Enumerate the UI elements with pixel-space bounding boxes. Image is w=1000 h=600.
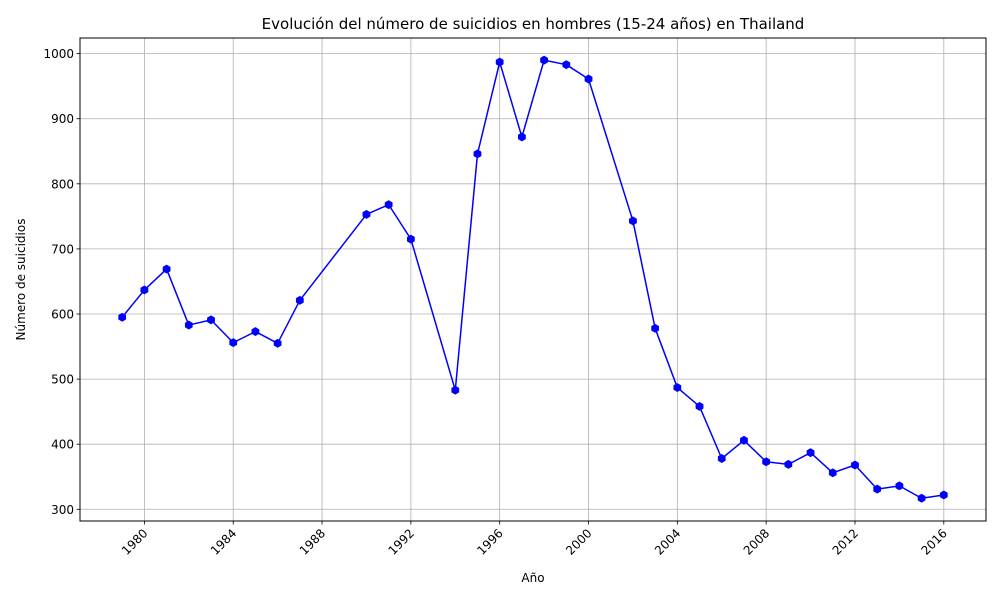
data-point <box>717 454 726 463</box>
x-tick-label: 2008 <box>741 526 772 557</box>
data-point <box>451 385 460 395</box>
y-tick-label: 500 <box>51 373 74 387</box>
data-point <box>939 490 948 500</box>
y-tick-label: 1000 <box>43 47 74 61</box>
data-point <box>695 401 704 411</box>
data-point <box>851 460 859 470</box>
data-point <box>540 55 548 65</box>
data-point <box>806 448 815 458</box>
y-tick-label: 700 <box>51 242 74 256</box>
data-point <box>473 149 482 159</box>
data-point <box>784 459 793 469</box>
series-layer <box>118 55 948 503</box>
data-point <box>740 435 748 445</box>
data-point <box>873 484 882 494</box>
data-point <box>362 209 371 219</box>
x-tick-label: 1996 <box>474 526 505 557</box>
data-point <box>406 234 415 244</box>
plot-area <box>79 37 987 522</box>
data-point <box>495 57 504 67</box>
data-point <box>229 338 238 348</box>
data-point <box>295 295 304 305</box>
data-point <box>629 216 637 226</box>
data-point <box>184 320 193 330</box>
data-point <box>207 315 215 325</box>
y-tick-label: 600 <box>51 308 74 322</box>
y-tick-label: 900 <box>51 112 74 126</box>
x-tick-label: 1992 <box>385 526 416 557</box>
chart-title: Evolución del número de suicidios en hom… <box>262 15 805 33</box>
x-tick-label: 2004 <box>652 526 683 557</box>
x-tick-label: 2016 <box>918 526 949 557</box>
y-tick-label: 400 <box>51 438 74 452</box>
x-axis-title: Año <box>521 571 544 585</box>
x-tick-label: 1988 <box>297 526 328 557</box>
data-point <box>118 312 127 322</box>
data-point <box>584 74 593 84</box>
data-point <box>651 323 660 333</box>
data-point <box>895 481 904 491</box>
data-point <box>917 493 926 503</box>
x-tick-label: 2012 <box>830 526 861 557</box>
data-point <box>273 338 282 348</box>
x-tick-label: 1980 <box>119 526 150 557</box>
grid <box>80 38 986 521</box>
data-point <box>762 457 771 467</box>
data-point <box>384 200 393 210</box>
y-tick-label: 300 <box>51 503 74 517</box>
data-point <box>828 468 837 478</box>
x-tick-label: 2000 <box>563 526 594 557</box>
data-point <box>562 60 571 70</box>
y-axis-title: Número de suicidios <box>14 219 28 341</box>
data-point <box>140 285 149 295</box>
data-point <box>673 383 682 393</box>
y-tick-label: 800 <box>51 177 74 191</box>
data-point <box>162 264 171 274</box>
data-point <box>251 327 260 337</box>
data-point <box>518 132 526 142</box>
series-line <box>121 59 944 499</box>
x-tick-label: 1984 <box>208 526 239 557</box>
